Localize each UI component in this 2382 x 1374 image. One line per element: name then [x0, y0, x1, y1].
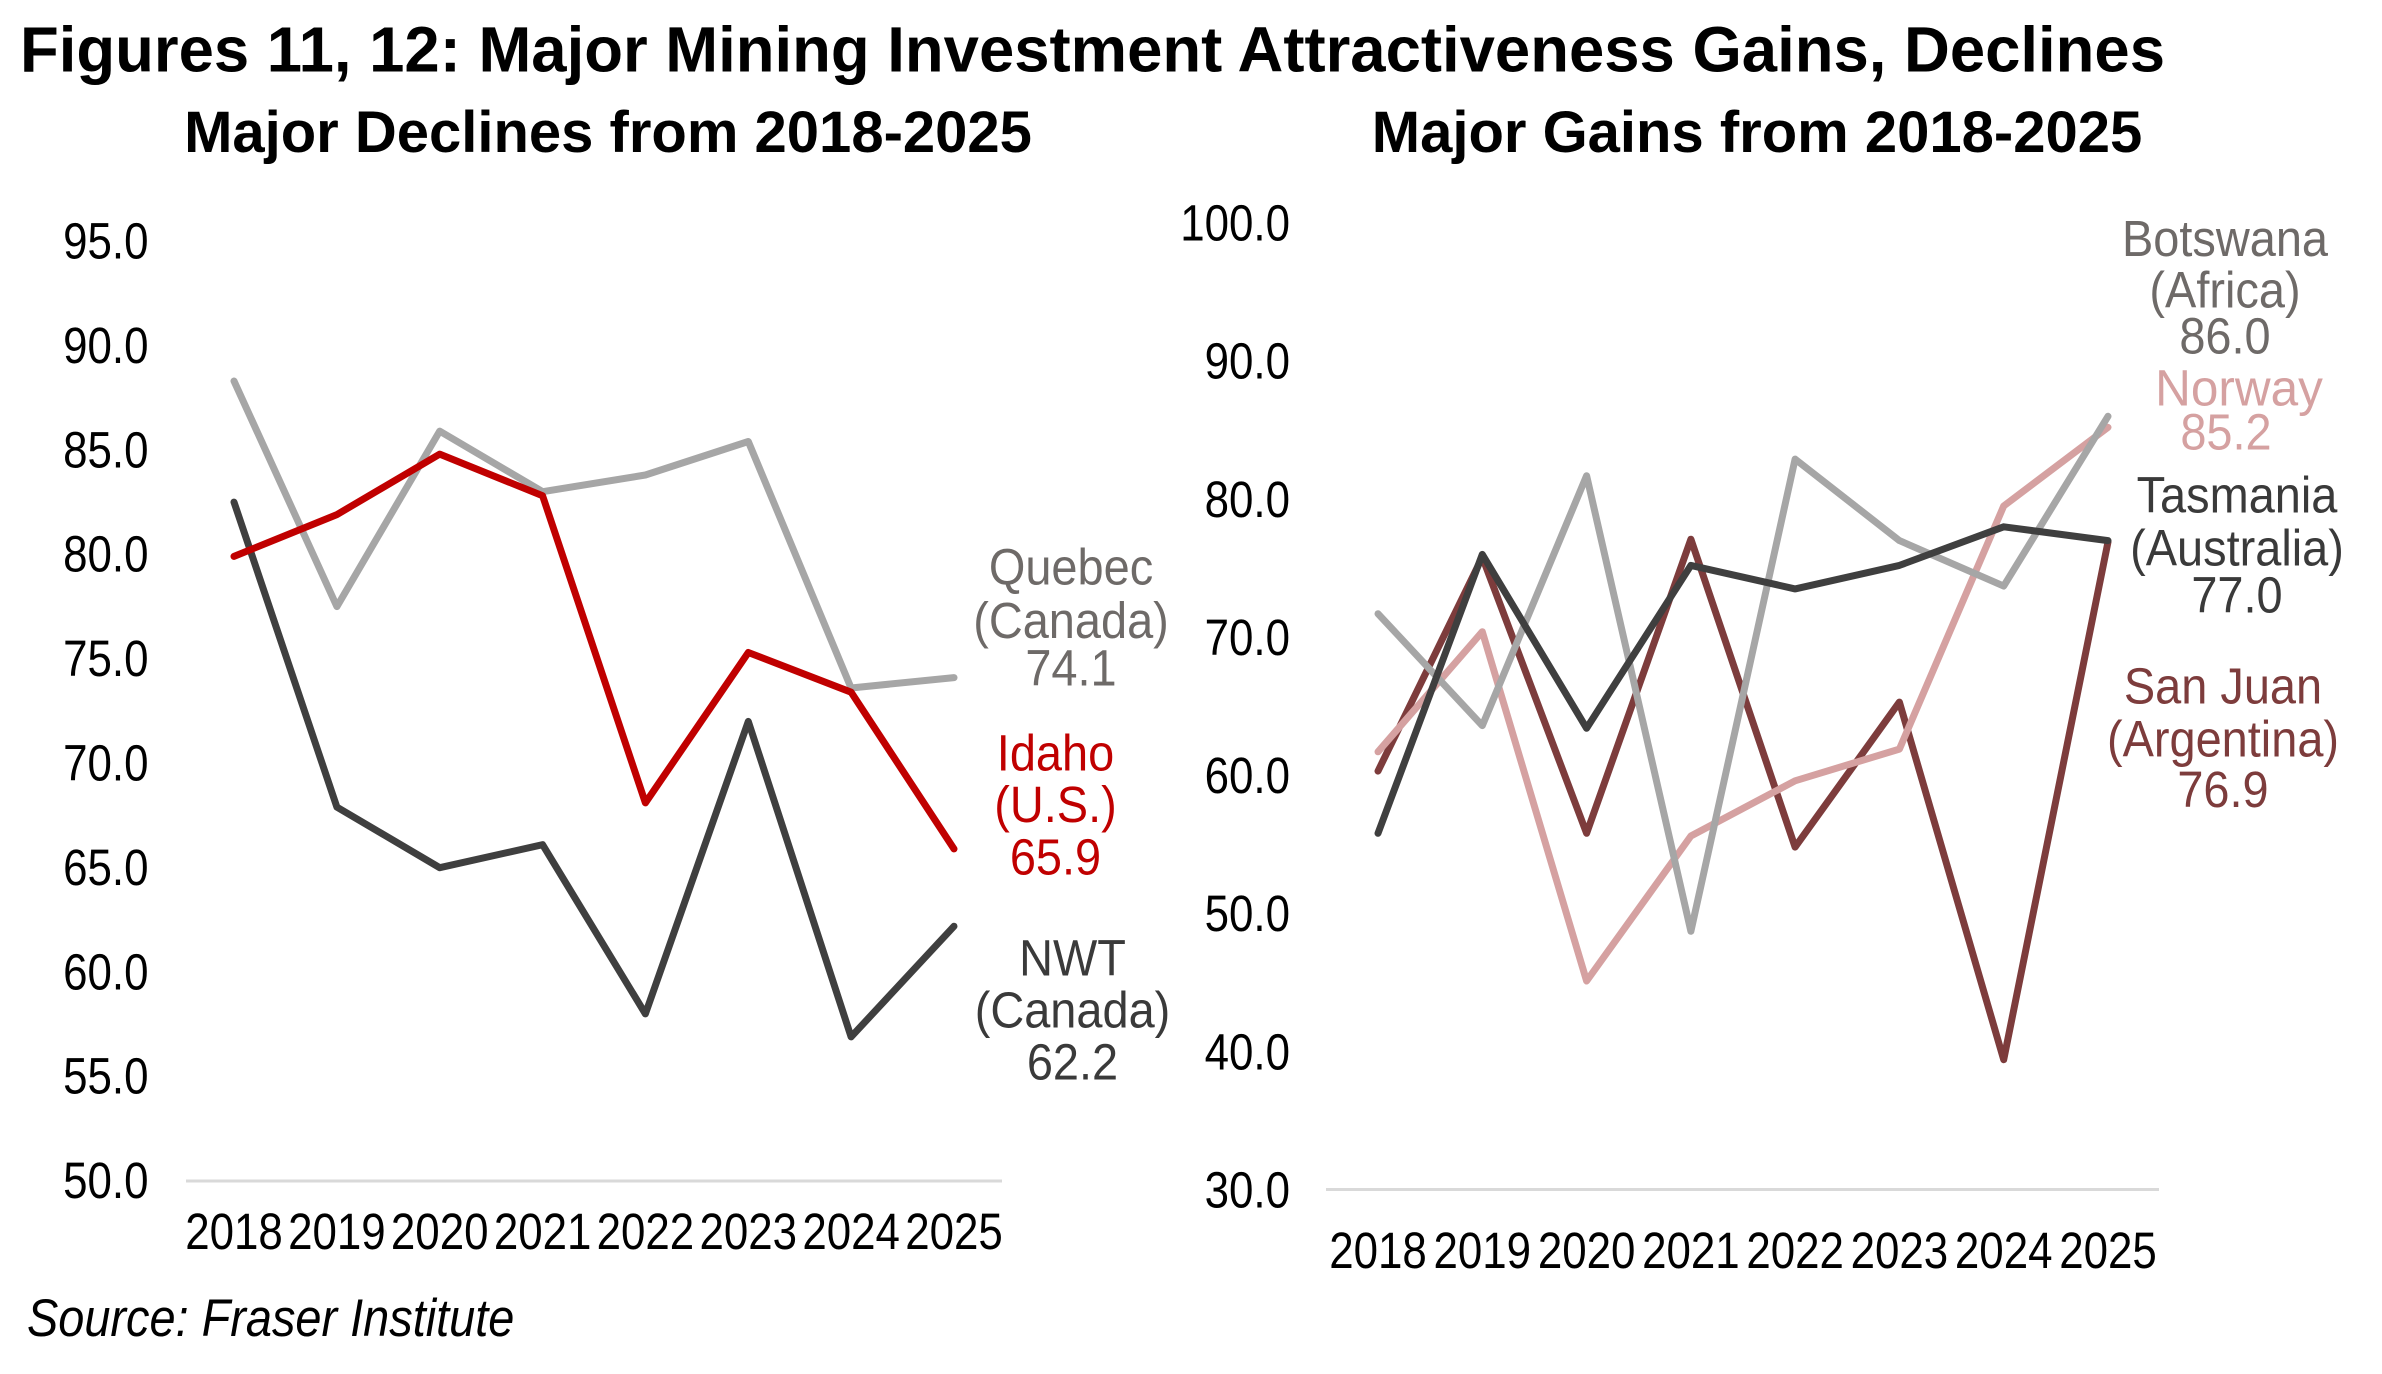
svg-text:2025: 2025 [2059, 1223, 2157, 1280]
svg-text:(Argentina): (Argentina) [2107, 712, 2339, 768]
svg-text:2021: 2021 [494, 1204, 592, 1261]
svg-text:55.0: 55.0 [63, 1049, 148, 1106]
svg-text:2018: 2018 [185, 1204, 283, 1261]
svg-text:50.0: 50.0 [63, 1153, 148, 1210]
svg-text:80.0: 80.0 [1205, 472, 1290, 529]
svg-text:Source: Fraser Institute: Source: Fraser Institute [27, 1288, 514, 1347]
svg-text:85.2: 85.2 [2180, 405, 2271, 461]
svg-text:74.1: 74.1 [1025, 641, 1116, 697]
svg-text:60.0: 60.0 [1205, 748, 1290, 805]
svg-text:40.0: 40.0 [1205, 1024, 1290, 1081]
svg-text:Norway: Norway [2155, 360, 2324, 417]
svg-text:86.0: 86.0 [2179, 309, 2270, 365]
svg-text:70.0: 70.0 [63, 735, 148, 792]
svg-text:(Canada): (Canada) [975, 983, 1171, 1039]
svg-text:76.9: 76.9 [2177, 762, 2268, 818]
svg-text:50.0: 50.0 [1205, 886, 1290, 943]
svg-text:Figures 11, 12: Major Mining I: Figures 11, 12: Major Mining Investment … [20, 14, 2165, 86]
svg-text:100.0: 100.0 [1180, 195, 1290, 252]
svg-text:2019: 2019 [1434, 1223, 1532, 1280]
svg-text:65.9: 65.9 [1010, 830, 1101, 886]
svg-text:2023: 2023 [700, 1204, 798, 1261]
svg-text:Major Declines from 2018-2025: Major Declines from 2018-2025 [184, 100, 1032, 165]
svg-text:(Canada): (Canada) [973, 593, 1169, 649]
svg-text:95.0: 95.0 [63, 213, 148, 270]
svg-text:85.0: 85.0 [63, 422, 148, 479]
svg-text:2023: 2023 [1851, 1223, 1949, 1280]
svg-text:NWT: NWT [1019, 931, 1126, 987]
svg-text:2018: 2018 [1329, 1223, 1427, 1280]
svg-text:San Juan: San Juan [2124, 659, 2322, 715]
svg-text:2024: 2024 [1955, 1223, 2053, 1280]
svg-text:2019: 2019 [288, 1204, 386, 1261]
svg-text:(Africa): (Africa) [2149, 263, 2300, 319]
svg-text:2024: 2024 [802, 1204, 900, 1261]
svg-text:90.0: 90.0 [63, 318, 148, 375]
svg-text:65.0: 65.0 [63, 840, 148, 897]
svg-text:70.0: 70.0 [1205, 610, 1290, 667]
svg-text:80.0: 80.0 [63, 527, 148, 584]
svg-text:2022: 2022 [597, 1204, 695, 1261]
svg-text:Major Gains from 2018-2025: Major Gains from 2018-2025 [1372, 100, 2142, 165]
svg-text:2020: 2020 [1538, 1223, 1636, 1280]
svg-text:Tasmania: Tasmania [2137, 468, 2339, 524]
svg-text:60.0: 60.0 [63, 944, 148, 1001]
svg-text:2025: 2025 [905, 1204, 1003, 1261]
svg-text:Idaho: Idaho [997, 726, 1114, 782]
svg-text:75.0: 75.0 [63, 631, 148, 688]
svg-text:Botswana: Botswana [2122, 211, 2329, 267]
svg-text:(Australia): (Australia) [2130, 521, 2344, 577]
svg-text:90.0: 90.0 [1205, 334, 1290, 391]
svg-text:2021: 2021 [1642, 1223, 1740, 1280]
svg-text:30.0: 30.0 [1205, 1162, 1290, 1219]
svg-text:2022: 2022 [1746, 1223, 1844, 1280]
svg-text:(U.S.): (U.S.) [994, 777, 1117, 833]
svg-text:77.0: 77.0 [2191, 568, 2282, 624]
svg-text:62.2: 62.2 [1027, 1035, 1118, 1091]
svg-text:2020: 2020 [391, 1204, 489, 1261]
svg-text:Quebec: Quebec [989, 540, 1153, 596]
